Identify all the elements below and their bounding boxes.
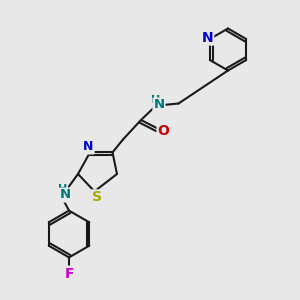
Text: S: S (92, 190, 102, 204)
Text: H: H (58, 184, 67, 194)
Text: N: N (60, 188, 71, 202)
Text: H: H (152, 95, 160, 105)
Text: N: N (153, 98, 165, 112)
Text: N: N (202, 31, 213, 44)
Text: O: O (158, 124, 169, 137)
Text: F: F (64, 267, 74, 280)
Text: N: N (83, 140, 94, 154)
